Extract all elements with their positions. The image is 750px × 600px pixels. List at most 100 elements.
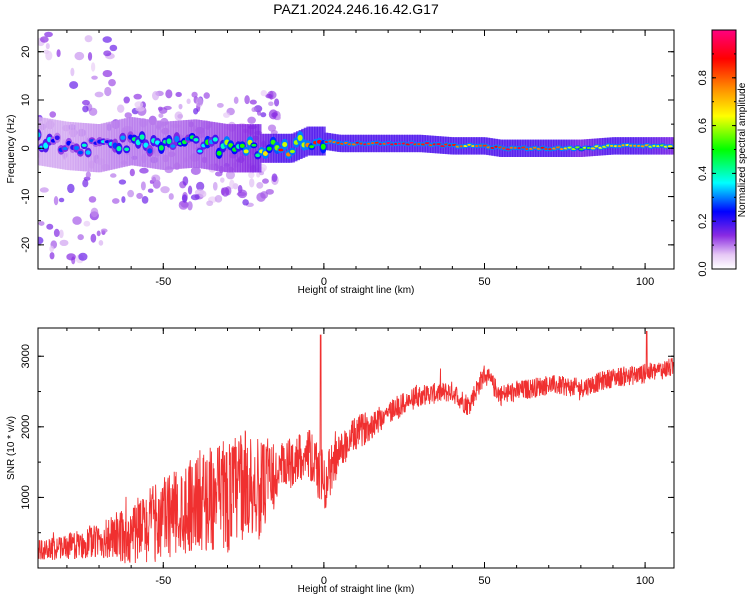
spectrogram-noise-cell bbox=[135, 106, 145, 112]
spectrogram-noise-cell bbox=[141, 196, 149, 204]
spectrogram-noise-cell bbox=[88, 107, 98, 116]
spectrogram-noise-cell bbox=[82, 105, 89, 113]
spectrogram-ridge-core bbox=[193, 137, 199, 142]
spectrogram-noise-cell bbox=[53, 195, 59, 206]
spectrogram-noise-cell bbox=[124, 112, 132, 119]
spectrogram-ridge-core bbox=[216, 150, 222, 156]
spectrogram-noise-cell bbox=[133, 93, 142, 100]
spectrogram-ridge-core bbox=[239, 143, 245, 148]
spectrogram-noise-cell bbox=[121, 196, 126, 203]
spectrogram-ridge-core bbox=[262, 151, 268, 156]
spectrogram-noise-cell bbox=[44, 31, 53, 38]
spectrogram-noise-cell bbox=[158, 113, 164, 118]
spectrogram-noise-cell bbox=[90, 207, 99, 218]
spectrogram-halo-cell bbox=[98, 124, 103, 173]
spectrogram-noise-cell bbox=[206, 200, 214, 207]
spectrogram-ridge-core bbox=[309, 145, 315, 149]
spectrogram-noise-cell bbox=[260, 90, 268, 97]
spectrogram-panel: -50 0 50 100 -20 -10 0 10 20 Height of straight … bbox=[6, 29, 675, 296]
spectrogram-ridge-core bbox=[38, 132, 41, 138]
spectrogram-noise-cell bbox=[46, 223, 54, 230]
spectrogram-noise-cell bbox=[109, 44, 118, 52]
snr-y-axis-label: SNR (10 * v/v) bbox=[6, 416, 17, 480]
spectrogram-noise-cell bbox=[249, 99, 257, 105]
spectrogram-noise-cell bbox=[108, 78, 116, 87]
spectrogram-ridge-core bbox=[243, 149, 249, 154]
spectrogram-y-tick-label: -20 bbox=[20, 237, 32, 253]
spectrogram-noise-cell bbox=[88, 196, 97, 203]
spectrogram-halo-cell bbox=[188, 119, 193, 169]
spectrogram-noise-cell bbox=[251, 107, 257, 113]
spectrogram-noise-cell bbox=[191, 91, 198, 98]
spectrogram-y-tick-label: -10 bbox=[20, 189, 32, 205]
spectrogram-noise-cell bbox=[195, 97, 204, 108]
spectrogram-ridge-core bbox=[170, 144, 176, 148]
spectrogram-noise-cell bbox=[39, 187, 49, 193]
spectrogram-noise-cell bbox=[53, 228, 60, 238]
spectrogram-x-tick-label: 0 bbox=[321, 276, 327, 288]
spectrogram-noise-cell bbox=[267, 124, 277, 132]
spectrogram-y-axis-label: Frequency (Hz) bbox=[6, 115, 17, 184]
spectrogram-noise-cell bbox=[249, 178, 255, 188]
spectrogram-noise-cell bbox=[118, 179, 127, 185]
spectrogram-halo-cell bbox=[118, 119, 123, 168]
spectrogram-ridge-core bbox=[85, 150, 91, 155]
spectrogram-noise-cell bbox=[152, 90, 160, 101]
spectrogram-ridge-core bbox=[81, 143, 87, 148]
spectrogram-halo-cell bbox=[100, 123, 105, 172]
spectrogram-ridge-core bbox=[251, 143, 257, 147]
spectrogram-noise-cell bbox=[58, 229, 64, 239]
spectrogram-ridge-core bbox=[124, 147, 130, 152]
spectrogram-halo-cell bbox=[216, 122, 221, 171]
spectrogram-noise-cell bbox=[38, 221, 45, 226]
spectrogram-noise-cell bbox=[168, 193, 174, 200]
spectrogram-ridge-core bbox=[62, 147, 68, 151]
spectrogram-noise-cell bbox=[98, 240, 104, 246]
colorbar-tick-label: 0.8 bbox=[697, 70, 709, 85]
spectrogram-noise-cell bbox=[49, 111, 57, 118]
spectrogram-ridge-core bbox=[154, 140, 160, 145]
spectrogram-noise-cell bbox=[49, 245, 55, 253]
spectrogram-noise-cell bbox=[102, 36, 112, 43]
spectrogram-noise-cell bbox=[223, 112, 231, 118]
spectrogram-noise-cell bbox=[203, 92, 210, 99]
spectrogram-halo-cell bbox=[57, 120, 62, 169]
spectrogram-x-axis-label: Height of straight line (km) bbox=[298, 285, 415, 296]
spectrogram-noise-cell bbox=[271, 173, 278, 183]
spectrogram-halo-cell bbox=[254, 124, 259, 173]
spectrogram-noise-cell bbox=[270, 130, 278, 135]
spectrogram-noise-cell bbox=[91, 75, 98, 80]
spectrogram-y-tick-label: 20 bbox=[20, 46, 32, 58]
spectrogram-noise-cell bbox=[186, 98, 191, 105]
spectrogram-noise-cell bbox=[87, 51, 93, 61]
spectrogram-noise-cell bbox=[212, 181, 218, 191]
spectrogram-noise-cell bbox=[139, 167, 149, 174]
spectrogram-noise-cell bbox=[104, 86, 112, 97]
snr-y-tick-label: 1000 bbox=[20, 485, 32, 509]
spectrogram-halo-cell bbox=[123, 118, 128, 167]
spectrogram-ridge-core bbox=[74, 145, 80, 151]
spectrogram-halo-cell bbox=[85, 123, 90, 172]
spectrogram-noise-cell bbox=[45, 43, 50, 50]
spectrogram-noise-cell bbox=[85, 171, 91, 179]
spectrogram-ridge-core bbox=[116, 146, 122, 152]
spectrogram-noise-cell bbox=[109, 173, 117, 178]
spectrogram-ridge-core bbox=[139, 134, 145, 140]
spectrogram-noise-cell bbox=[271, 112, 278, 118]
snr-plot-area bbox=[38, 331, 674, 564]
snr-x-axis-label: Height of straight line (km) bbox=[298, 584, 415, 595]
spectrogram-halo-cell bbox=[54, 119, 59, 169]
snr-ticks: -50 0 50 100 1000 2000 3000 bbox=[20, 328, 674, 587]
spectrogram-ridge-core bbox=[667, 145, 673, 148]
colorbar-label: Normalized spectral amplitude bbox=[737, 82, 748, 217]
spectrogram-halo-cell bbox=[195, 119, 200, 168]
spectrogram-halo-cell bbox=[190, 119, 195, 168]
spectrogram-noise-cell bbox=[49, 252, 55, 260]
spectrogram-ridge-core bbox=[43, 142, 49, 149]
spectrogram-halo-cell bbox=[252, 124, 257, 173]
spectrogram-noise-cell bbox=[82, 179, 89, 188]
spectrogram-halo-cell bbox=[103, 122, 108, 172]
spectrogram-noise-cell bbox=[160, 186, 170, 194]
spectrogram-halo-cell bbox=[105, 122, 110, 171]
spectrogram-noise-cell bbox=[256, 192, 266, 202]
